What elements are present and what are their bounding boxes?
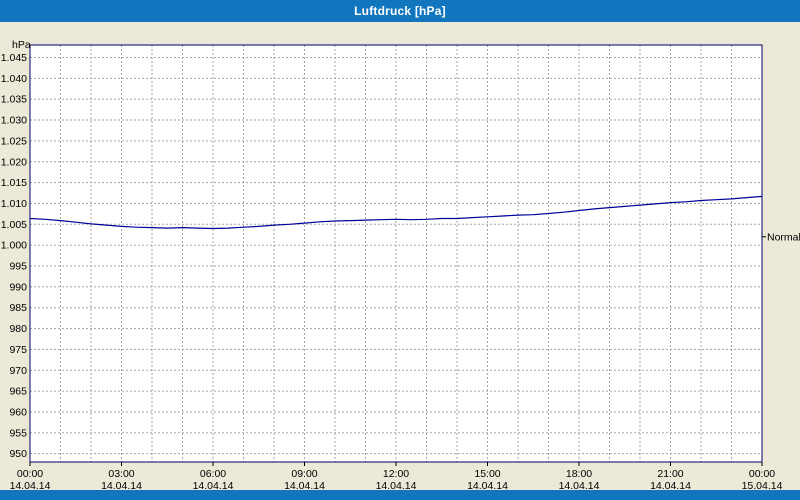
normal-label: Normal — [767, 231, 800, 243]
y-tick-label: 990 — [9, 281, 27, 293]
y-tick-label: 950 — [9, 448, 27, 460]
x-tick-time-label: 09:00 — [291, 468, 317, 480]
y-tick-label: 1.030 — [1, 115, 27, 127]
y-tick-label: 960 — [9, 406, 27, 418]
footer-bar — [0, 490, 800, 500]
x-tick-time-label: 15:00 — [474, 468, 500, 480]
x-tick-date-label: 14.04.14 — [650, 480, 691, 492]
y-tick-label: 965 — [9, 386, 27, 398]
x-tick-date-label: 14.04.14 — [467, 480, 508, 492]
window-title: Luftdruck [hPa] — [354, 4, 446, 18]
x-tick-time-label: 12:00 — [383, 468, 409, 480]
x-tick-time-label: 03:00 — [108, 468, 134, 480]
x-tick-date-label: 14.04.14 — [559, 480, 600, 492]
y-tick-label: 995 — [9, 261, 27, 273]
y-tick-label: 1.020 — [1, 156, 27, 168]
pressure-line — [29, 195, 763, 230]
y-tick-label: 1.010 — [1, 198, 27, 210]
y-tick-label: 1.035 — [1, 94, 27, 106]
x-tick-time-label: 00:00 — [17, 468, 43, 480]
y-tick-label: 1.000 — [1, 240, 27, 252]
window-title-bar: Luftdruck [hPa] — [0, 0, 800, 22]
x-tick-date-label: 15.04.14 — [742, 480, 783, 492]
x-tick-date-label: 14.04.14 — [193, 480, 234, 492]
y-tick-label: 955 — [9, 427, 27, 439]
x-tick-time-label: 06:00 — [200, 468, 226, 480]
y-tick-label: 1.045 — [1, 52, 27, 64]
y-tick-label: 975 — [9, 344, 27, 356]
x-tick-date-label: 14.04.14 — [10, 480, 51, 492]
y-tick-label: 985 — [9, 302, 27, 314]
x-tick-date-label: 14.04.14 — [376, 480, 417, 492]
x-tick-date-label: 14.04.14 — [101, 480, 142, 492]
y-tick-label: 970 — [9, 365, 27, 377]
y-tick-label: 1.015 — [1, 177, 27, 189]
y-tick-label: 980 — [9, 323, 27, 335]
y-axis-unit-label: hPa — [12, 39, 31, 51]
x-tick-time-label: 00:00 — [749, 468, 775, 480]
x-tick-time-label: 18:00 — [566, 468, 592, 480]
y-tick-label: 1.040 — [1, 73, 27, 85]
y-tick-label: 1.005 — [1, 219, 27, 231]
x-tick-time-label: 21:00 — [657, 468, 683, 480]
x-tick-date-label: 14.04.14 — [284, 480, 325, 492]
y-tick-label: 1.025 — [1, 135, 27, 147]
